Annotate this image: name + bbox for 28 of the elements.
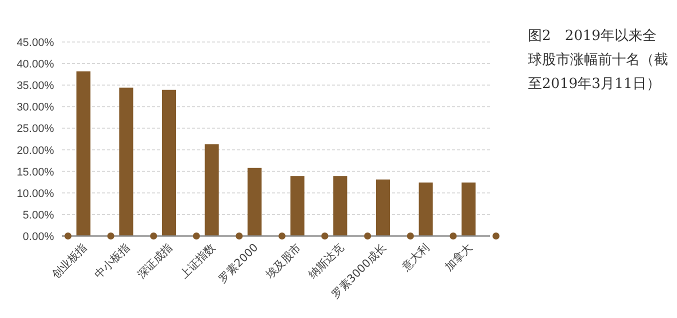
x-tick-label: 埃及股市 [262,240,304,282]
bar [418,182,433,236]
y-tick-label: 25.00% [16,123,54,136]
x-tick-label: 意大利 [398,240,432,274]
y-tick-label: 20.00% [16,144,54,157]
bar [76,71,90,236]
bar [462,182,476,236]
y-tick-label: 0.00% [22,231,54,243]
bar [333,176,348,236]
y-tick-label: 30.00% [16,102,54,114]
bar [376,180,390,236]
x-tick-label: 中小板指 [92,240,132,282]
y-tick-label: 5.00% [22,209,54,222]
y-tick-label: 15.00% [16,166,54,178]
x-tick-label: 深证成指 [134,240,176,282]
text: 图2 2019年以来全球股市涨幅前十名（截至2019年3月11日） [528,27,669,94]
bar [204,144,219,236]
x-tick-label: 加拿大 [442,240,475,274]
y-tick-label: 40.00% [16,58,54,71]
bar [248,168,262,236]
bar [290,176,304,236]
y-tick-label: 35.00% [16,80,54,92]
x-tick-label: 创业板指 [49,240,90,282]
y-tick-label: 10.00% [16,188,54,200]
y-tick-label: 45.00% [16,37,54,49]
bar [162,90,176,236]
x-tick-label: 上证指数 [178,240,218,282]
bar [119,88,134,236]
